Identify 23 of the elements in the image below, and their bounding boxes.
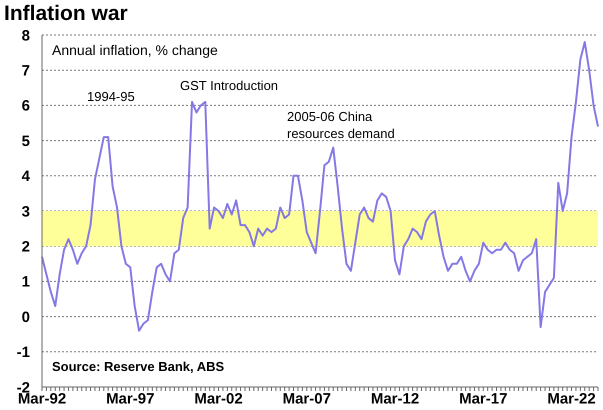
text: Annual inflation, % change bbox=[52, 42, 218, 58]
y-tick-label: 4 bbox=[22, 168, 31, 186]
x-tick-label: Mar-97 bbox=[106, 390, 154, 408]
line-series bbox=[41, 41, 599, 332]
y-tick-label: 8 bbox=[22, 27, 30, 44]
annotation: GST Introduction bbox=[180, 77, 278, 94]
x-tick-label: Mar-17 bbox=[459, 390, 508, 408]
chart-title: Inflation war bbox=[4, 2, 128, 26]
y-tick-label: -1 bbox=[16, 344, 30, 362]
x-tick-label: Mar-07 bbox=[282, 390, 331, 408]
y-tick-label: 7 bbox=[22, 62, 30, 80]
y-tick-label: 3 bbox=[22, 203, 30, 220]
y-tick-label: 2 bbox=[22, 238, 30, 256]
y-tick-label: 6 bbox=[22, 98, 30, 115]
y-tick-label: 1 bbox=[22, 274, 30, 291]
x-tick-label: Mar-02 bbox=[194, 390, 243, 408]
annotation: 1994-95 bbox=[87, 88, 135, 105]
x-tick-label: Mar-22 bbox=[547, 390, 596, 408]
annotation: 2005-06 China resources demand bbox=[287, 108, 396, 142]
y-tick-label: 5 bbox=[22, 132, 30, 150]
y-tick-label: 0 bbox=[22, 308, 30, 326]
x-tick-label: Mar-12 bbox=[370, 390, 420, 408]
annotation: Source: Reserve Bank, ABS bbox=[52, 358, 224, 375]
